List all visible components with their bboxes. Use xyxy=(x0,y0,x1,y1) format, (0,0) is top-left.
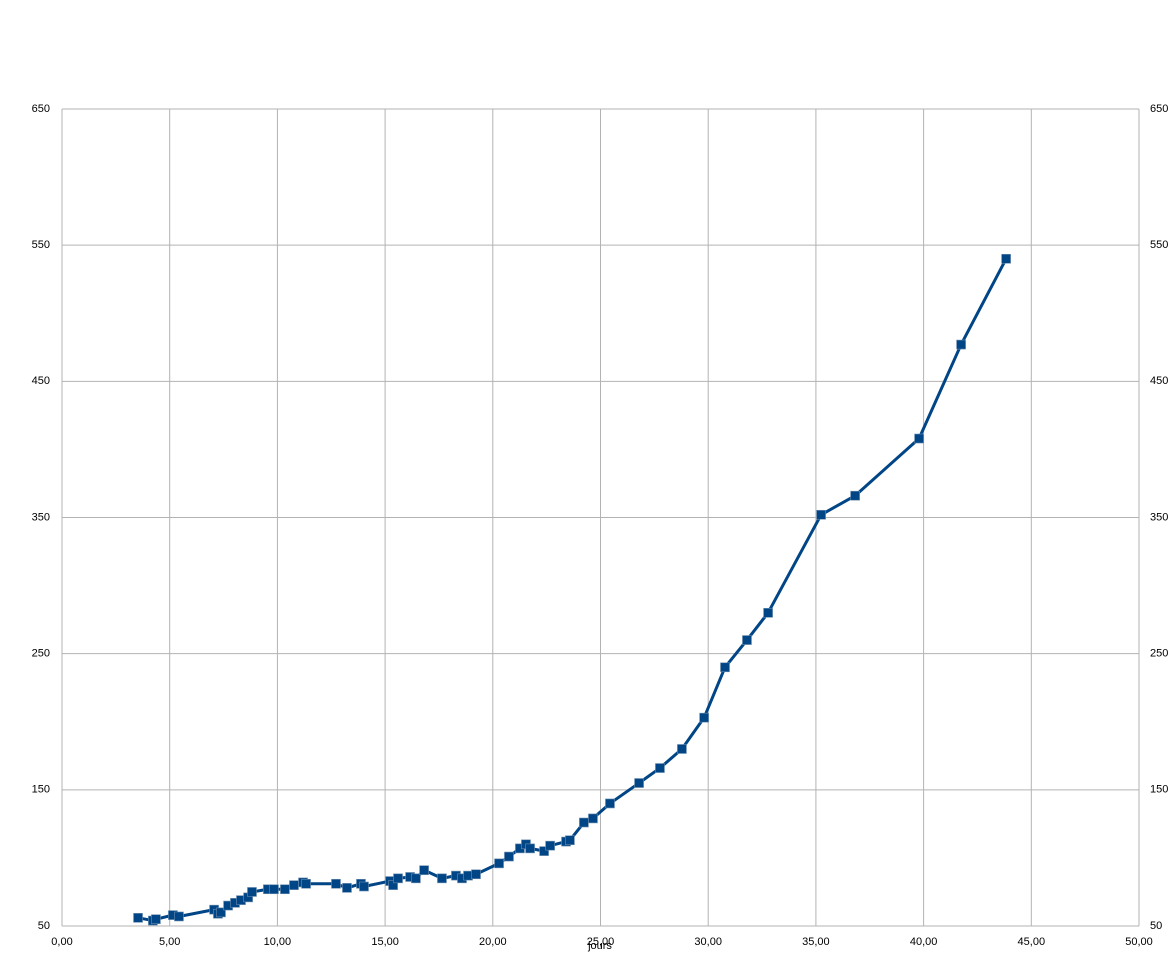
x-tick-label: 30,00 xyxy=(694,936,722,948)
marker xyxy=(419,865,429,875)
y-tick-label: 650 xyxy=(32,103,50,115)
x-tick-label: 5,00 xyxy=(159,936,180,948)
marker xyxy=(504,851,514,862)
y2-tick-label: 150 xyxy=(1150,784,1168,796)
marker xyxy=(359,881,369,892)
marker xyxy=(151,914,161,924)
x-tick-label: 35,00 xyxy=(802,936,830,948)
y2-tick-label: 50 xyxy=(1150,920,1162,932)
marker xyxy=(579,817,589,828)
x-tick-label: 20,00 xyxy=(479,936,507,948)
marker xyxy=(216,907,226,918)
y-tick-label: 250 xyxy=(32,648,50,660)
marker xyxy=(588,813,598,824)
y-tick-label: 550 xyxy=(32,239,50,251)
marker xyxy=(494,858,504,869)
marker xyxy=(605,798,615,809)
marker xyxy=(289,880,299,890)
marker xyxy=(247,887,257,897)
y2-tick-label: 550 xyxy=(1150,239,1168,251)
y2-tick-label: 650 xyxy=(1150,103,1168,115)
marker xyxy=(437,873,447,884)
marker xyxy=(914,433,924,444)
marker xyxy=(565,835,575,846)
y2-tick-label: 250 xyxy=(1150,648,1168,660)
marker xyxy=(1001,253,1011,264)
marker xyxy=(742,635,752,645)
marker xyxy=(331,878,341,889)
marker xyxy=(301,878,311,889)
y-tick-label: 50 xyxy=(38,920,50,932)
marker xyxy=(388,880,398,890)
marker xyxy=(699,712,709,723)
marker xyxy=(816,509,826,520)
line xyxy=(137,258,1008,923)
y2-tick-label: 350 xyxy=(1150,511,1168,523)
x-tick-label: 15,00 xyxy=(371,936,399,948)
y-tick-label: 150 xyxy=(32,784,50,796)
marker xyxy=(174,911,184,922)
x-tick-label: 25,00 xyxy=(587,936,615,948)
x-tick-label: 50,00 xyxy=(1125,936,1153,948)
x-tick-label: 40,00 xyxy=(910,936,938,948)
x-tick-label: 10,00 xyxy=(264,936,292,948)
marker xyxy=(280,884,290,895)
marker xyxy=(634,778,644,788)
marker xyxy=(720,662,730,673)
marker xyxy=(539,846,549,856)
marker xyxy=(956,339,966,350)
marker xyxy=(850,490,860,501)
marker xyxy=(463,870,473,881)
marker xyxy=(525,843,535,854)
y-tick-label: 450 xyxy=(32,375,50,387)
marker xyxy=(655,763,665,773)
marker xyxy=(471,869,481,880)
marker xyxy=(545,840,555,851)
y2-tick-label: 450 xyxy=(1150,375,1168,387)
x-tick-label: 45,00 xyxy=(1018,936,1046,948)
y-tick-label: 350 xyxy=(32,511,50,523)
marker xyxy=(269,884,279,895)
x-tick-label: 0,00 xyxy=(51,936,72,948)
marker xyxy=(763,608,773,618)
marker xyxy=(677,744,687,754)
marker xyxy=(393,873,403,884)
marker xyxy=(133,913,143,923)
marker xyxy=(342,883,352,893)
marker xyxy=(411,873,421,884)
x-axis-label: jours xyxy=(587,940,612,952)
